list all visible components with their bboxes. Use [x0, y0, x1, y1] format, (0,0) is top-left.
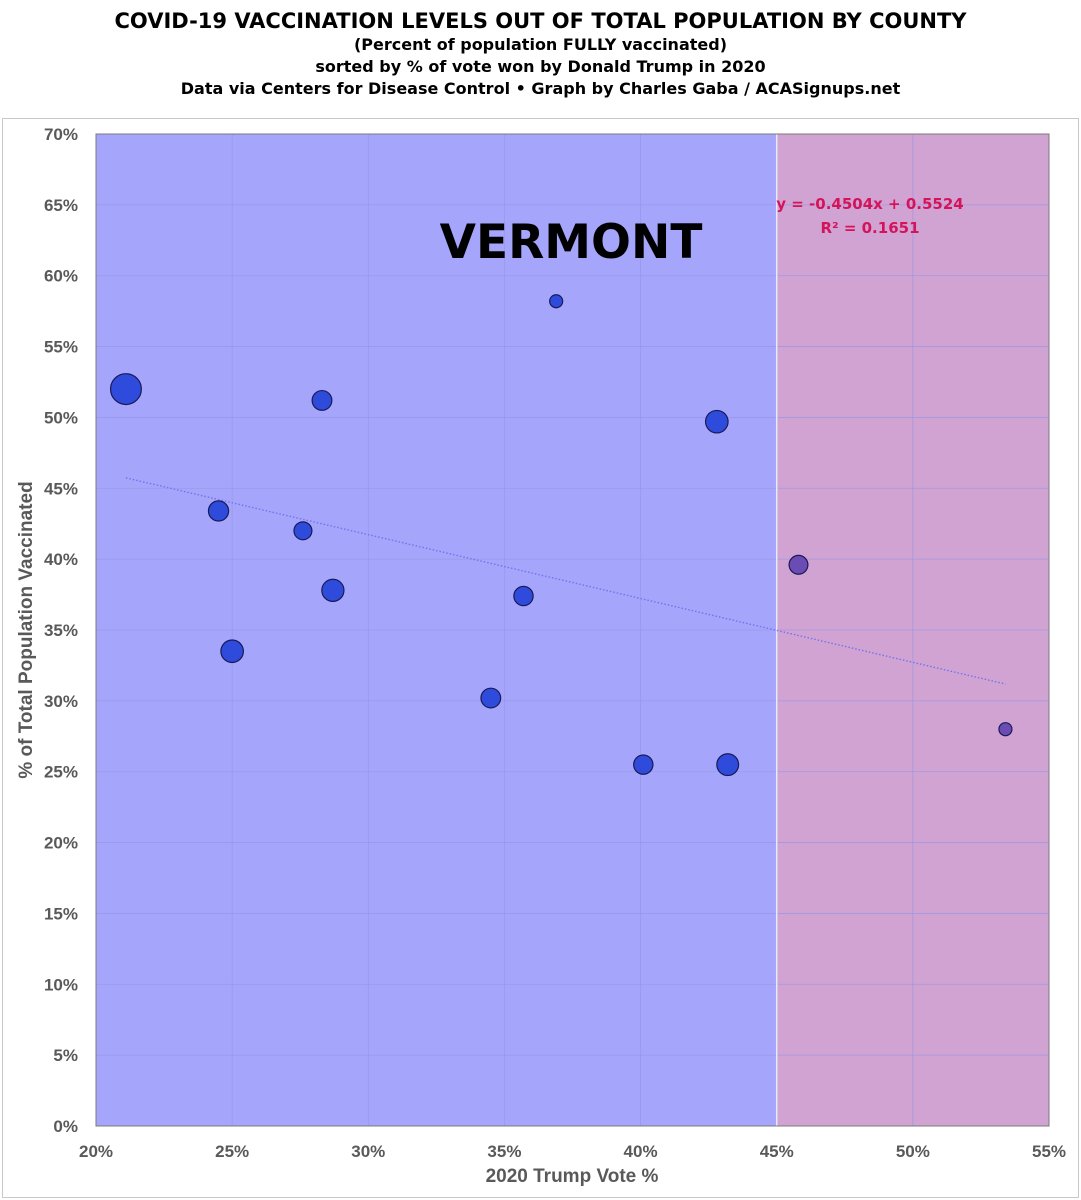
x-tick-label-3: 35%	[487, 1142, 521, 1161]
chart-subtitle-sort: sorted by % of vote won by Donald Trump …	[315, 57, 766, 76]
y-tick-label-7: 35%	[44, 621, 78, 640]
county-bubble-13	[998, 722, 1013, 737]
trendline-r-squared: R² = 0.1651	[820, 219, 919, 237]
x-tick-label-5: 45%	[760, 1142, 794, 1161]
county-bubble-10	[704, 409, 729, 434]
county-bubble-5	[321, 578, 345, 602]
x-axis-title: 2020 Trump Vote %	[486, 1166, 659, 1187]
county-bubble-11	[716, 753, 740, 777]
y-tick-label-12: 60%	[44, 267, 78, 286]
bubble-points	[109, 294, 1013, 777]
y-tick-label-0: 0%	[53, 1117, 78, 1136]
county-bubble-8	[549, 294, 564, 309]
trendline-equation: y = -0.4504x + 0.5524	[776, 195, 963, 213]
y-tick-label-4: 20%	[44, 834, 78, 853]
chart-credit: Data via Centers for Disease Control • G…	[180, 79, 901, 98]
gridlines	[95, 133, 1050, 1127]
chart-title: COVID-19 VACCINATION LEVELS OUT OF TOTAL…	[114, 9, 967, 33]
x-tick-label-1: 25%	[215, 1142, 249, 1161]
y-tick-label-11: 55%	[44, 338, 78, 357]
state-label: VERMONT	[440, 215, 703, 270]
y-axis-title: % of Total Population Vaccinated	[16, 481, 37, 778]
y-tick-label-13: 65%	[44, 196, 78, 215]
x-tick-label-2: 30%	[351, 1142, 385, 1161]
plot-border	[95, 133, 1050, 1127]
x-tick-label-7: 55%	[1032, 1142, 1066, 1161]
chart-subtitle: (Percent of population FULLY vaccinated)	[353, 35, 727, 54]
y-tick-label-8: 40%	[44, 550, 78, 569]
trendline-group	[125, 477, 1006, 685]
county-bubble-3	[293, 521, 313, 541]
y-tick-label-2: 10%	[44, 975, 78, 994]
y-tick-label-14: 70%	[44, 125, 78, 144]
x-tick-label-6: 50%	[896, 1142, 930, 1161]
axes: 0% 5% 10% 15% 20% 25% 30% 35% 40% 45% 50% 55% 60% 65%…	[44, 125, 1066, 1161]
county-bubble-0	[109, 373, 142, 406]
y-tick-label-5: 25%	[44, 763, 78, 782]
county-bubble-7	[513, 585, 534, 607]
county-bubble-6	[480, 687, 502, 709]
county-bubble-1	[207, 500, 230, 522]
county-bubble-9	[633, 754, 654, 775]
x-tick-label-4: 40%	[624, 1142, 658, 1161]
y-tick-label-10: 50%	[44, 408, 78, 427]
x-tick-label-0: 20%	[79, 1142, 113, 1161]
y-tick-label-6: 30%	[44, 692, 78, 711]
y-tick-label-3: 15%	[44, 904, 78, 923]
county-bubble-2	[220, 639, 245, 664]
county-bubble-4	[311, 389, 333, 411]
chart-frame	[2, 118, 1079, 1198]
county-bubble-12	[788, 554, 809, 575]
y-tick-label-1: 5%	[53, 1046, 78, 1065]
y-tick-label-9: 45%	[44, 479, 78, 498]
trendline	[125, 477, 1006, 685]
